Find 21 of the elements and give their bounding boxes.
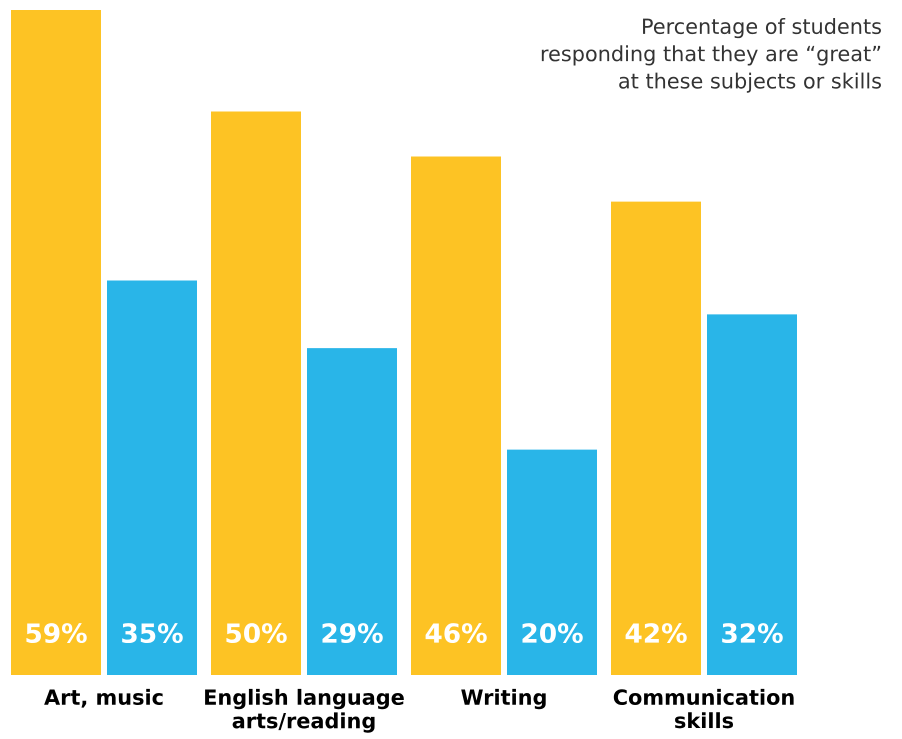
- data-label: 59%: [26, 623, 87, 644]
- text: Percentage of students responding that they are “great” at these subjects or skills: [542, 18, 881, 93]
- data-label: 20%: [522, 623, 583, 644]
- data-label: 32%: [722, 623, 783, 644]
- x-tick-label: Writing: [461, 688, 546, 710]
- x-tick-label: Art, music: [44, 688, 163, 708]
- bar: [611, 202, 701, 675]
- data-label: 29%: [322, 623, 383, 644]
- data-label: 50%: [226, 623, 287, 644]
- x-tick-label: Communication skills: [614, 688, 794, 728]
- bar: [11, 10, 101, 675]
- bar: [107, 280, 197, 675]
- data-label: 42%: [626, 623, 687, 644]
- bar: [411, 156, 501, 675]
- bar: [211, 111, 301, 675]
- data-label: 35%: [122, 623, 183, 644]
- data-label: 46%: [426, 623, 487, 644]
- bar: [307, 348, 397, 675]
- bar: [707, 314, 797, 675]
- bar: [507, 450, 597, 675]
- x-tick-label: English language arts/reading: [205, 688, 404, 733]
